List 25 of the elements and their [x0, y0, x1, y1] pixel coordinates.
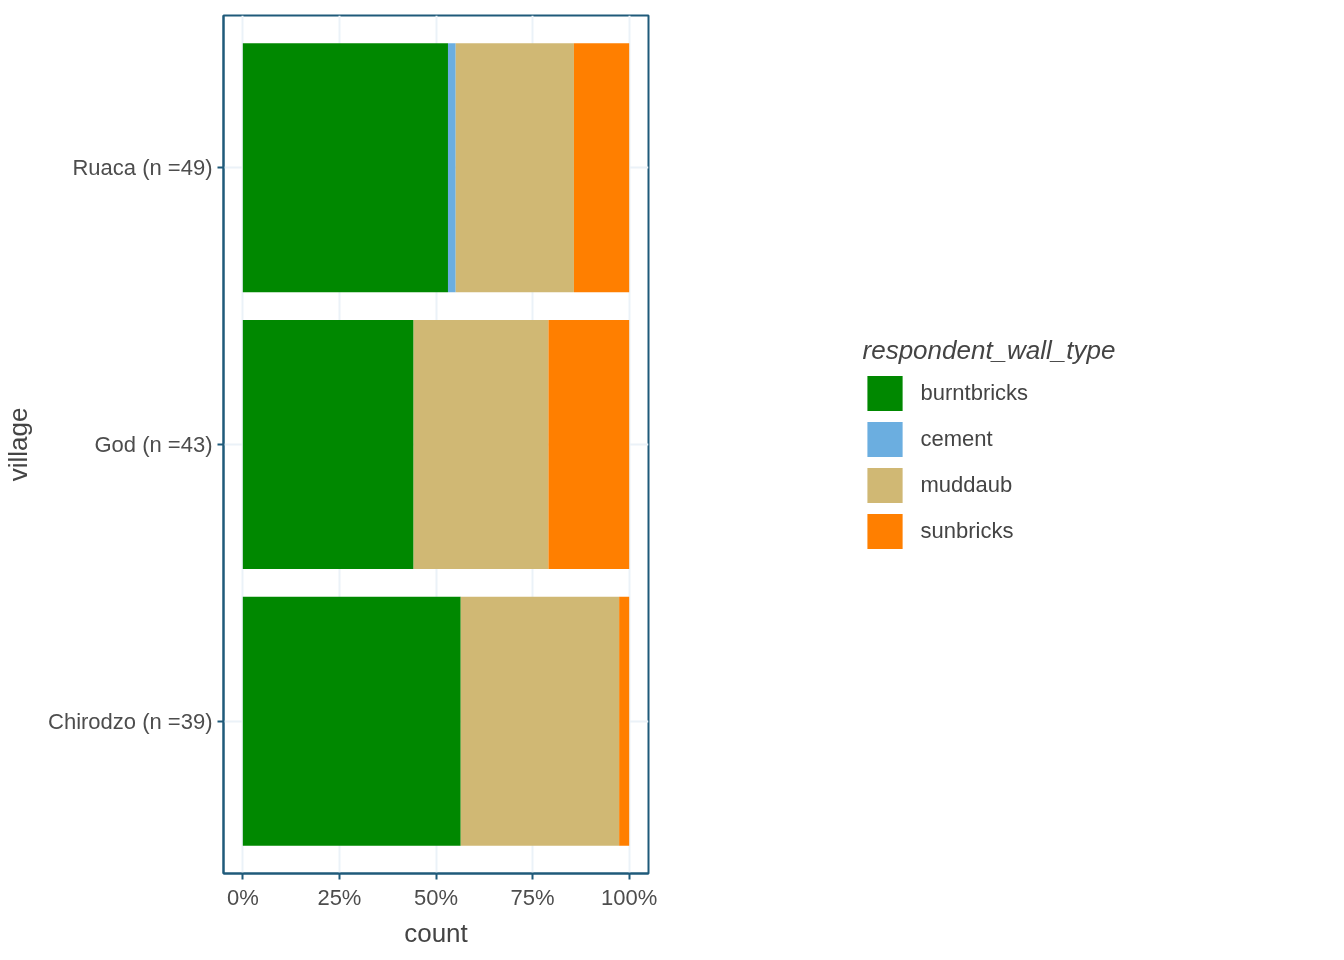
- x-axis-title: count: [404, 917, 469, 948]
- bar: [548, 319, 630, 570]
- x-tick-label: 100%: [601, 884, 658, 910]
- legend-label: burntbricks: [920, 380, 1029, 406]
- legend-label: cement: [920, 426, 993, 452]
- bar: [455, 43, 574, 293]
- legend-label: muddaub: [920, 472, 1013, 498]
- bar: [447, 43, 456, 293]
- bar: [242, 43, 448, 293]
- bar: [413, 319, 549, 570]
- y-axis-title: village: [3, 407, 34, 482]
- x-tick-label: 75%: [510, 884, 555, 910]
- bar: [460, 596, 620, 846]
- x-tick-label: 25%: [317, 884, 362, 910]
- legend-label: sunbricks: [920, 518, 1014, 544]
- bar: [242, 319, 414, 570]
- y-tick-label: God (n =43): [94, 432, 213, 457]
- y-tick-label: Ruaca (n =49): [72, 155, 213, 181]
- x-tick-label: 0%: [226, 884, 259, 910]
- x-tick-label: 50%: [413, 884, 459, 910]
- bar: [242, 596, 461, 846]
- legend-title: respondent_wall_type: [862, 335, 1116, 366]
- bar: [573, 43, 630, 293]
- bar: [619, 596, 630, 846]
- y-tick-label: Chirodzo (n =39): [48, 708, 213, 734]
